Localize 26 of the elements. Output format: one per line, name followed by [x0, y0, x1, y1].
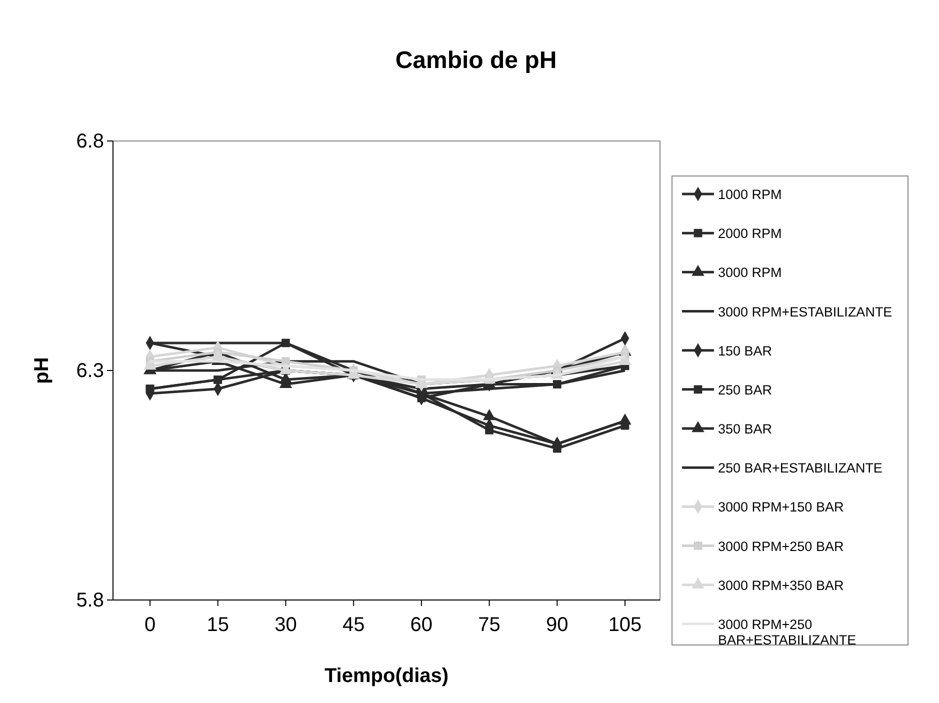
legend-label: 350 BAR [718, 422, 772, 436]
x-axis-title: Tiempo(dias) [324, 665, 449, 687]
x-tick-label: 30 [274, 614, 297, 636]
y-tick-label: 6.8 [76, 130, 104, 152]
legend-label: 250 BAR [718, 382, 772, 398]
y-tick-label: 5.8 [76, 589, 104, 612]
x-tick-label: 15 [206, 614, 229, 636]
legend-label: 1000 RPM [718, 187, 782, 202]
legend-label: 3000 RPM+350 BAR [718, 578, 844, 593]
legend-label: 3000 RPM+250 BAR+ESTABILIZANTE [718, 616, 856, 648]
legend-label: 150 BAR [718, 343, 772, 358]
y-axis-title: pH [31, 357, 53, 384]
x-tick-label: 60 [410, 614, 433, 636]
y-tick-label: 6.3 [76, 360, 104, 382]
x-tick-label: 90 [546, 614, 568, 636]
x-tick-label: 0 [144, 614, 156, 636]
x-tick-label: 75 [478, 614, 500, 636]
legend-label: 3000 RPM+150 BAR [718, 500, 844, 515]
legend-label: 2000 RPM [718, 226, 782, 242]
chart-title: Cambio de pH [395, 47, 557, 74]
x-tick-label: 105 [608, 614, 642, 636]
legend-label: 3000 RPM [718, 265, 782, 280]
legend-label: 3000 RPM+250 BAR [718, 538, 844, 554]
legend-label: 3000 RPM+ESTABILIZANTE [718, 304, 892, 320]
x-tick-label: 45 [342, 614, 365, 636]
legend-label: 250 BAR+ESTABILIZANTE [718, 460, 882, 476]
